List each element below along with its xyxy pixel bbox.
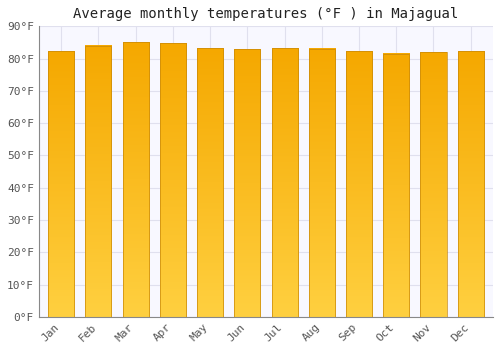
Bar (160, 43, 186, 317)
Bar (86, 46, 112, 317)
Bar (122, 42, 148, 317)
Bar (420, 52, 446, 317)
Bar (234, 49, 260, 317)
Bar (48, 51, 74, 317)
Bar (197, 48, 223, 317)
Bar (458, 51, 483, 317)
Bar (346, 51, 372, 317)
Title: Average monthly temperatures (°F ) in Majagual: Average monthly temperatures (°F ) in Ma… (74, 7, 458, 21)
Bar (272, 48, 297, 317)
Bar (383, 54, 409, 317)
Bar (308, 49, 335, 317)
